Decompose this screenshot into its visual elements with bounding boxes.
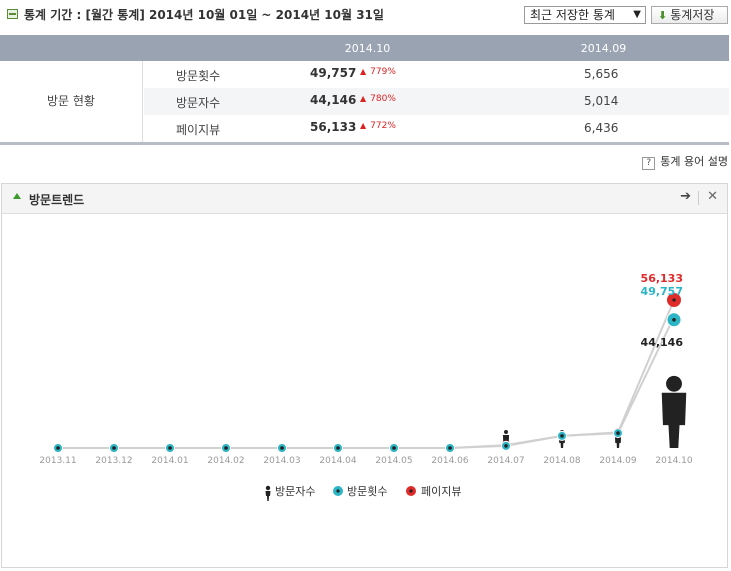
stats-table-header: 2014.10 2014.09 xyxy=(0,35,729,61)
visitors-marker xyxy=(661,375,687,448)
row-label: 페이지뷰 xyxy=(176,123,221,137)
legend-label: 페이지뷰 xyxy=(421,485,461,498)
trend-chart: 2013.11 2013.12 2014.01 2014.02 2014.03 2014.… xyxy=(39,272,693,501)
row-change-value: 779% xyxy=(370,67,396,77)
legend-pageview-icon-center xyxy=(409,489,413,493)
column-previous: 2014.09 xyxy=(580,42,627,55)
table-row: 방문횟수 49,757 ▲ 779% 5,656 xyxy=(144,61,729,88)
visits-point-center xyxy=(336,446,340,450)
legend-label: 방문자수 xyxy=(275,485,315,498)
visits-point-center xyxy=(560,434,564,438)
table-row: 페이지뷰 56,133 ▲ 772% 6,436 xyxy=(144,115,729,142)
trend-panel: 방문트렌드 ➔ ✕ 2013.11 2013.12 2014.01 2014.02 20… xyxy=(1,183,728,568)
visits-point-center xyxy=(672,318,676,322)
visits-point-center xyxy=(392,446,396,450)
x-tick-label: 2014.07 xyxy=(487,456,524,466)
row-change: ▲ 779% xyxy=(360,67,396,77)
row-value: 49,757 xyxy=(310,66,357,80)
close-icon[interactable]: ✕ xyxy=(707,189,718,204)
x-tick-label: 2014.01 xyxy=(151,456,188,466)
x-tick-label: 2014.03 xyxy=(263,456,300,466)
row-prev-value: 5,656 xyxy=(584,67,619,81)
x-tick-label: 2014.10 xyxy=(655,456,692,466)
trend-panel-title: 방문트렌드 xyxy=(29,193,85,207)
x-tick-label: 2014.04 xyxy=(319,456,356,466)
row-change-value: 772% xyxy=(370,121,396,131)
series-line xyxy=(58,316,675,449)
up-arrow-icon: ▲ xyxy=(360,94,367,103)
visits-point-center xyxy=(168,446,172,450)
divider xyxy=(698,191,699,205)
row-label: 방문횟수 xyxy=(176,69,221,83)
question-icon: ? xyxy=(642,157,656,170)
visits-point-center xyxy=(616,431,620,435)
visits-point-center xyxy=(280,446,284,450)
chevron-down-icon: ▼ xyxy=(633,9,641,20)
data-label: 56,133 xyxy=(641,272,683,285)
series-line xyxy=(58,299,675,449)
pageview-point-center xyxy=(672,298,676,302)
column-current: 2014.10 xyxy=(344,42,391,55)
visits-point-center xyxy=(56,446,60,450)
saved-stats-select[interactable]: 최근 저장한 통계 ▼ xyxy=(524,6,646,24)
table-divider xyxy=(0,142,729,145)
row-change: ▲ 780% xyxy=(360,94,396,104)
data-label: 49,757 xyxy=(641,285,683,298)
trend-panel-header: 방문트렌드 ➔ ✕ xyxy=(2,184,727,214)
saved-stats-select-value: 최근 저장한 통계 xyxy=(530,8,615,22)
row-change: ▲ 772% xyxy=(360,121,396,131)
glossary-link[interactable]: ? 통계 용어 설명 xyxy=(642,153,728,170)
row-prev-value: 6,436 xyxy=(584,121,619,135)
collapse-icon[interactable] xyxy=(13,193,21,199)
row-value: 44,146 xyxy=(310,93,357,107)
x-tick-label: 2014.02 xyxy=(207,456,244,466)
visits-point-center xyxy=(112,446,116,450)
up-arrow-icon: ▲ xyxy=(360,121,367,130)
visits-point-center xyxy=(448,446,452,450)
legend-label: 방문횟수 xyxy=(347,485,387,498)
legend-visits-icon-center xyxy=(336,489,340,493)
visits-point-center xyxy=(224,446,228,450)
x-tick-label: 2014.09 xyxy=(599,456,636,466)
x-tick-label: 2013.12 xyxy=(95,456,132,466)
visits-point-center xyxy=(504,444,508,448)
period-text: 통계 기간 : [월간 통계] 2014년 10월 01일 ~ 2014년 10… xyxy=(24,8,384,22)
x-tick-label: 2014.08 xyxy=(543,456,580,466)
group-label: 방문 현황 xyxy=(0,61,143,142)
glossary-label: 통계 용어 설명 xyxy=(660,155,728,168)
download-icon: ⬇ xyxy=(658,9,668,22)
row-change-value: 780% xyxy=(370,94,396,104)
save-stats-label: 통계저장 xyxy=(670,8,715,22)
x-tick-label: 2014.06 xyxy=(431,456,468,466)
stats-period-bar: 통계 기간 : [월간 통계] 2014년 10월 01일 ~ 2014년 10… xyxy=(0,0,731,30)
calendar-icon xyxy=(7,9,18,19)
arrow-right-icon[interactable]: ➔ xyxy=(680,189,691,204)
row-prev-value: 5,014 xyxy=(584,94,619,108)
table-row: 방문자수 44,146 ▲ 780% 5,014 xyxy=(144,88,729,115)
row-label: 방문자수 xyxy=(176,96,221,110)
data-label: 44,146 xyxy=(641,336,684,349)
row-value: 56,133 xyxy=(310,120,357,134)
x-tick-label: 2014.05 xyxy=(375,456,412,466)
legend-visitors-icon xyxy=(265,485,271,501)
x-tick-label: 2013.11 xyxy=(39,456,76,466)
up-arrow-icon: ▲ xyxy=(360,67,367,76)
save-stats-button[interactable]: ⬇ 통계저장 xyxy=(651,6,728,24)
